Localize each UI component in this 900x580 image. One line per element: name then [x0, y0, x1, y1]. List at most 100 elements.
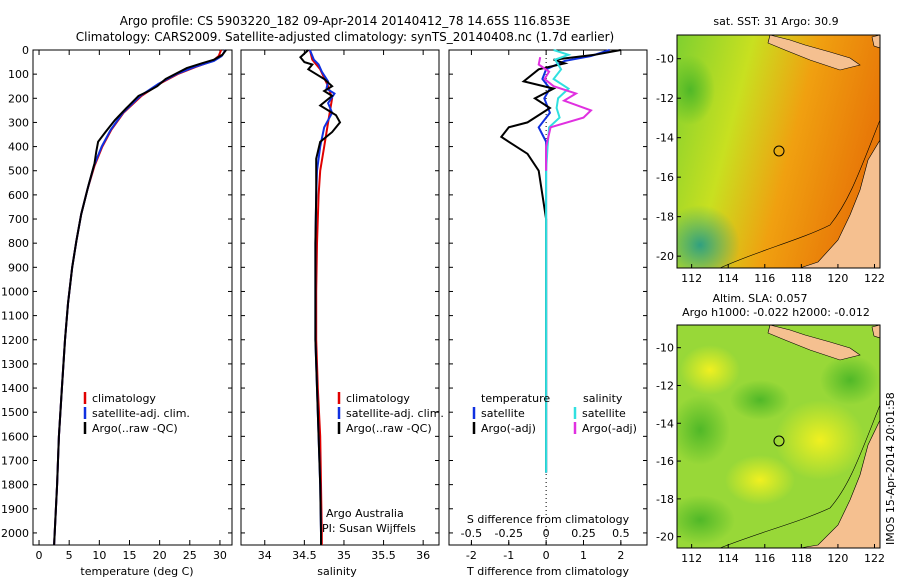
y-tick-label: 400: [8, 141, 29, 154]
x-tick-label: 36: [416, 549, 430, 562]
sst-island-java: [767, 35, 861, 71]
sla-bathy-contour: [719, 404, 880, 548]
legend-title-temperature: temperature: [481, 392, 550, 405]
y-tick-label: 1300: [1, 358, 29, 371]
map-x-tick-label: 112: [681, 272, 702, 285]
sla-map: [677, 325, 880, 548]
x-tick-label-top: -0.25: [495, 527, 523, 540]
difference-panel: [448, 49, 648, 546]
map-y-tick-label: -20: [656, 531, 674, 544]
title-line-1: Argo profile: CS 5903220_182 09-Apr-2014…: [120, 14, 571, 28]
y-tick-label: 1900: [1, 503, 29, 516]
x-tick-label: -2: [466, 549, 477, 562]
difference-xlabel: T difference from climatology: [466, 565, 629, 578]
map-x-tick-label: 122: [864, 272, 885, 285]
y-tick-label: 1400: [1, 382, 29, 395]
sst-map-title: sat. SST: 31 Argo: 30.9: [713, 15, 838, 28]
map-y-tick-label: -10: [656, 342, 674, 355]
map-x-tick-label: 118: [791, 272, 812, 285]
x-tick-label-top: 0.25: [571, 527, 596, 540]
title-line-2: Climatology: CARS2009. Satellite-adjuste…: [76, 30, 614, 44]
annotation-pi: PI: Susan Wijffels: [322, 522, 416, 535]
map-y-tick-label: -10: [656, 53, 674, 66]
map-y-tick-label: -12: [656, 379, 674, 392]
x-tick-label: 35.5: [371, 549, 396, 562]
x-tick-label-top: 0.5: [612, 527, 630, 540]
x-tick-label: 35: [337, 549, 351, 562]
salinity-panel: [240, 49, 440, 546]
temperature-legend: climatology satellite-adj. clim. Argo(..…: [83, 392, 190, 435]
salinity-legend: climatology satellite-adj. clim. Argo(..…: [322, 392, 444, 535]
imos-stamp: IMOS 15-Apr-2014 20:01:58: [884, 392, 897, 545]
y-tick-label: 2000: [1, 527, 29, 540]
x-tick-label: 0: [36, 549, 43, 562]
sla-island-bali: [871, 325, 880, 339]
temperature-plot: 0 5 10 15 20 25 300100200300400500600700800900…: [1, 44, 232, 562]
x-tick-label: 1: [580, 549, 587, 562]
sla-low-patch: [730, 380, 790, 420]
series-line-argo-raw-qc: [53, 49, 227, 546]
y-tick-label: 300: [8, 116, 29, 129]
temperature-xlabel: temperature (deg C): [80, 565, 193, 578]
map-y-tick-label: -18: [656, 211, 674, 224]
temperature-panel: [32, 49, 233, 546]
sst-map-frame: [676, 34, 881, 269]
y-tick-label: 1700: [1, 454, 29, 467]
sla-land: [799, 419, 880, 548]
x-tick-label-top: -0.5: [461, 527, 482, 540]
sla-high-patch: [775, 400, 865, 480]
y-tick-label: 100: [8, 68, 29, 81]
x-tick-label: 10: [92, 549, 106, 562]
x-tick-label: 34.5: [292, 549, 317, 562]
legend-title-salinity: salinity: [583, 392, 623, 405]
sla-map-title: Altim. SLA: 0.057: [712, 292, 807, 305]
x-tick-label: 0: [543, 549, 550, 562]
map-x-tick-label: 116: [754, 272, 775, 285]
sst-argo-marker: [773, 145, 785, 157]
y-tick-label: 600: [8, 189, 29, 202]
series-line-climatology: [308, 49, 334, 545]
map-y-tick-label: -16: [656, 455, 674, 468]
x-tick-label: 15: [122, 549, 136, 562]
legend-label-t-satellite: satellite: [481, 407, 525, 420]
y-tick-label: 200: [8, 92, 29, 105]
y-tick-label: 900: [8, 261, 29, 274]
map-y-tick-label: -20: [656, 250, 674, 263]
map-y-tick-label: -14: [656, 417, 674, 430]
map-x-tick-label: 120: [827, 272, 848, 285]
map-x-tick-label: 112: [681, 552, 702, 565]
sst-bathy-contour: [719, 119, 880, 268]
map-y-tick-label: -12: [656, 92, 674, 105]
x-tick-label: 5: [66, 549, 73, 562]
sla-low-patch: [677, 395, 730, 465]
y-tick-label: 500: [8, 165, 29, 178]
sla-island-java: [767, 325, 861, 361]
y-tick-label: 0: [22, 44, 29, 57]
sst-axes: 112 114 116 118 120 122 -10 -12 -14 -16 -18 -20: [656, 53, 885, 285]
x-tick-label: 2: [617, 549, 624, 562]
series-line-satellite: [308, 49, 336, 545]
series-line-satellite: [53, 49, 227, 546]
legend-label-s-argo: Argo(-adj): [582, 422, 637, 435]
x-tick-label: 25: [183, 549, 197, 562]
sst-cool-patch: [677, 55, 715, 125]
legend-label-s-satellite: satellite: [582, 407, 626, 420]
legend-label-argo: Argo(..raw -QC): [346, 422, 432, 435]
y-tick-label: 1500: [1, 406, 29, 419]
y-tick-label: 800: [8, 237, 29, 250]
map-y-tick-label: -14: [656, 132, 674, 145]
series-line-argo-raw-qc: [299, 49, 342, 545]
y-tick-label: 1000: [1, 285, 29, 298]
legend-label-satellite: satellite-adj. clim.: [92, 407, 190, 420]
map-x-tick-label: 114: [718, 552, 739, 565]
legend-label-climatology: climatology: [346, 392, 410, 405]
sst-cool-patch: [677, 205, 740, 268]
sla-high-patch: [725, 455, 795, 505]
difference-xlabel-top: S difference from climatology: [467, 513, 630, 526]
salinity-plot: 34 34.5 35 35.5 36: [241, 49, 439, 562]
legend-label-satellite: satellite-adj. clim.: [346, 407, 444, 420]
map-x-tick-label: 120: [827, 552, 848, 565]
series-line-s-argo-adj: [537, 56, 593, 171]
sla-argo-marker: [773, 435, 785, 447]
x-tick-label: -1: [503, 549, 514, 562]
